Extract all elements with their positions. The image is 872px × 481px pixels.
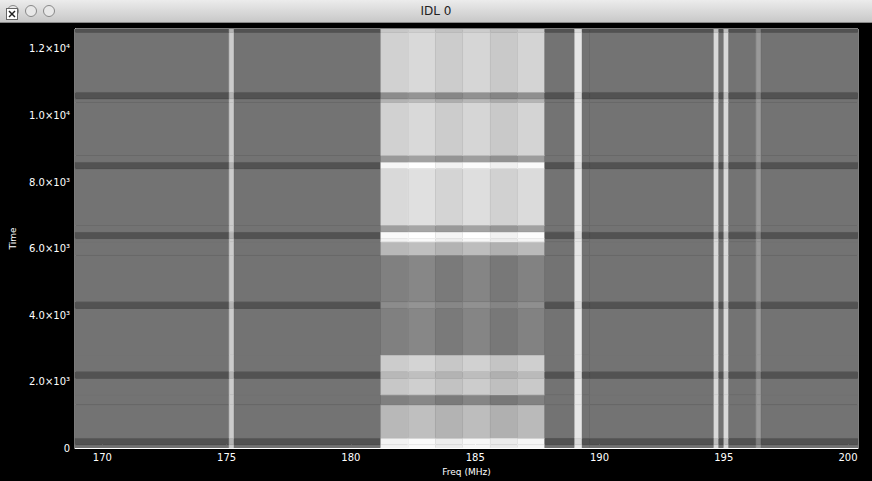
svg-text:0: 0 [64,443,70,454]
svg-text:Time: Time [8,227,18,250]
svg-text:180: 180 [341,452,360,463]
svg-text:195: 195 [714,452,733,463]
svg-text:8.0×10³: 8.0×10³ [29,177,70,188]
svg-text:190: 190 [590,452,609,463]
svg-text:2.0×10³: 2.0×10³ [29,376,70,387]
svg-text:4.0×10³: 4.0×10³ [29,310,70,321]
svg-text:200: 200 [839,452,858,463]
svg-text:Freq (MHz): Freq (MHz) [442,467,490,477]
svg-text:170: 170 [93,452,112,463]
svg-text:1.2×10⁴: 1.2×10⁴ [29,43,70,54]
svg-text:6.0×10³: 6.0×10³ [29,243,70,254]
svg-text:1.0×10⁴: 1.0×10⁴ [29,110,70,121]
svg-text:185: 185 [466,452,485,463]
svg-text:175: 175 [217,452,236,463]
html-text:IDL 0: IDL 0 [420,4,452,18]
